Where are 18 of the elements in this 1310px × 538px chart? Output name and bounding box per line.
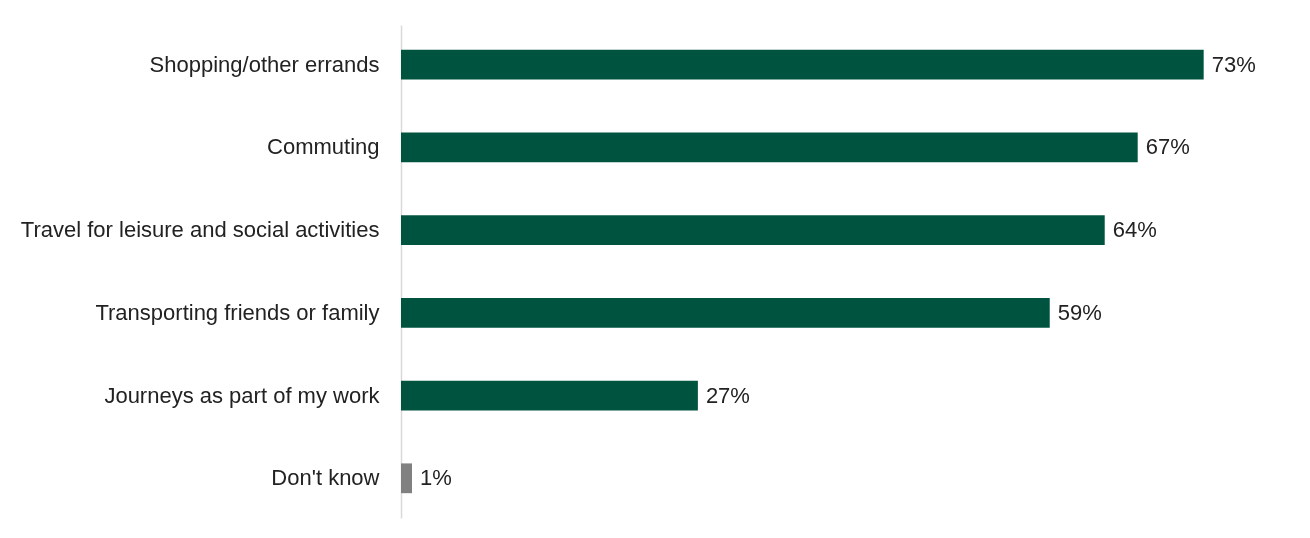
bar [401,297,1050,328]
bar [401,463,412,494]
data-label: 59% [1057,299,1102,325]
bar [401,49,1204,80]
y-tick-label: Transporting friends or family [95,299,380,325]
data-label: 27% [705,382,750,408]
bar [401,132,1138,163]
data-label: 64% [1112,217,1157,243]
y-tick-label: Shopping/other errands [149,51,380,77]
y-tick-label: Travel for leisure and social activities [20,217,380,243]
y-tick-label: Commuting [267,134,380,160]
data-label: 1% [420,465,452,491]
bar [401,380,698,411]
bar [401,215,1105,246]
data-label: 67% [1145,134,1190,160]
y-tick-label: Journeys as part of my work [104,382,381,408]
y-tick-label: Don't know [271,465,380,491]
data-label: 73% [1211,51,1256,77]
